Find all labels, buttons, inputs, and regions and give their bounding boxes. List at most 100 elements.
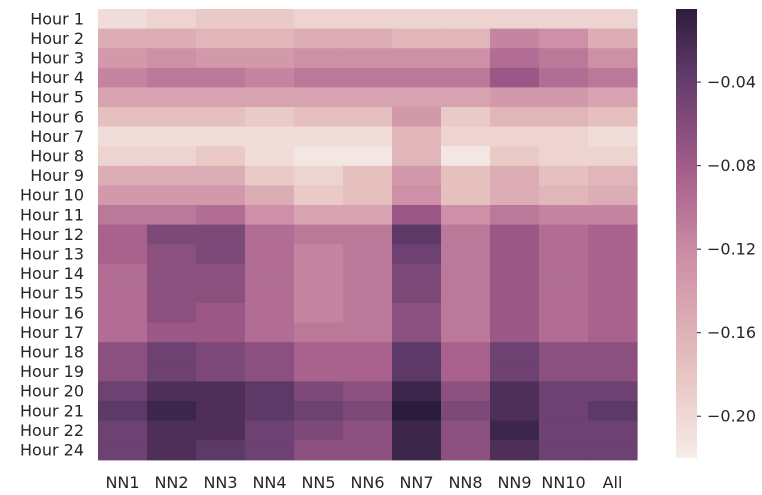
heatmap-cell xyxy=(294,28,344,49)
heatmap-cell xyxy=(294,107,344,128)
heatmap-cell xyxy=(490,48,540,69)
row-label: Hour 9 xyxy=(30,166,84,185)
heatmap-cell xyxy=(539,87,589,108)
heatmap-cell xyxy=(343,87,393,108)
heatmap-cell xyxy=(294,342,344,363)
heatmap-cell xyxy=(490,185,540,206)
heatmap-cell xyxy=(196,9,246,30)
heatmap-cell xyxy=(98,185,148,206)
row-label: Hour 1 xyxy=(30,9,84,28)
heatmap-cell xyxy=(147,361,197,382)
colorbar-tick-label: −0.04 xyxy=(707,73,756,92)
heatmap-cell xyxy=(98,283,148,304)
heatmap-cell xyxy=(147,107,197,128)
row-label: Hour 8 xyxy=(30,147,84,166)
column-label: NN4 xyxy=(252,473,286,492)
col-labels: NN1 NN2 NN3 NN4 NN5 NN6 NN7 NN8 NN9 NN10 All xyxy=(105,473,622,492)
heatmap-cell xyxy=(147,9,197,30)
row-label: Hour 4 xyxy=(30,68,84,87)
heatmap-cell xyxy=(441,67,491,88)
colorbar-tick-label: −0.08 xyxy=(707,156,756,175)
row-label: Hour 19 xyxy=(20,362,84,381)
heatmap-cell xyxy=(441,322,491,343)
heatmap-cell xyxy=(147,48,197,69)
heatmap-cell xyxy=(588,67,638,88)
heatmap-cell xyxy=(245,361,295,382)
heatmap-cell xyxy=(343,48,393,69)
heatmap-cell xyxy=(392,185,442,206)
heatmap-cell xyxy=(490,263,540,284)
row-label: Hour 2 xyxy=(30,29,84,48)
heatmap-cell xyxy=(392,107,442,128)
heatmap-cell xyxy=(294,48,344,69)
heatmap-cell xyxy=(196,244,246,265)
heatmap-cell xyxy=(392,205,442,226)
heatmap-cell xyxy=(441,87,491,108)
heatmap-cell xyxy=(196,28,246,49)
heatmap-cell xyxy=(490,126,540,147)
heatmap-cell xyxy=(245,205,295,226)
row-label: Hour 5 xyxy=(30,88,84,107)
heatmap-cell xyxy=(539,283,589,304)
heatmap-cell xyxy=(294,263,344,284)
heatmap-cell xyxy=(343,322,393,343)
heatmap-cell xyxy=(392,303,442,324)
heatmap-cell xyxy=(343,126,393,147)
heatmap-cells xyxy=(98,9,638,461)
heatmap-cell xyxy=(539,67,589,88)
heatmap-cell xyxy=(196,361,246,382)
heatmap-cell xyxy=(392,146,442,167)
row-label: Hour 7 xyxy=(30,127,84,146)
heatmap-cell xyxy=(196,401,246,422)
heatmap-cell xyxy=(343,107,393,128)
heatmap-cell xyxy=(245,342,295,363)
heatmap-cell xyxy=(147,185,197,206)
heatmap-cell xyxy=(490,107,540,128)
heatmap-cell xyxy=(490,420,540,441)
heatmap-cell xyxy=(343,185,393,206)
heatmap-cell xyxy=(490,440,540,461)
heatmap-cell xyxy=(441,165,491,186)
heatmap-cell xyxy=(588,126,638,147)
heatmap-cell xyxy=(343,165,393,186)
colorbar-tick-label: −0.12 xyxy=(707,240,756,259)
heatmap-cell xyxy=(245,165,295,186)
heatmap-cell xyxy=(147,224,197,245)
heatmap-cell xyxy=(98,401,148,422)
row-label: Hour 20 xyxy=(20,382,84,401)
heatmap-cell xyxy=(147,303,197,324)
heatmap-cell xyxy=(196,87,246,108)
heatmap-cell xyxy=(147,205,197,226)
colorbar-tick-label: −0.16 xyxy=(707,323,756,342)
heatmap-cell xyxy=(392,67,442,88)
row-label: Hour 3 xyxy=(30,49,84,68)
heatmap-cell xyxy=(147,67,197,88)
heatmap-cell xyxy=(245,440,295,461)
heatmap-cell xyxy=(588,9,638,30)
heatmap-cell xyxy=(588,401,638,422)
heatmap-cell xyxy=(98,381,148,402)
heatmap-cell xyxy=(588,283,638,304)
heatmap-cell xyxy=(490,205,540,226)
heatmap-cell xyxy=(392,165,442,186)
heatmap-cell xyxy=(98,9,148,30)
heatmap-cell xyxy=(343,224,393,245)
heatmap-cell xyxy=(539,48,589,69)
heatmap-cell xyxy=(294,67,344,88)
row-label: Hour 12 xyxy=(20,225,84,244)
heatmap-cell xyxy=(294,244,344,265)
column-label: NN10 xyxy=(541,473,585,492)
heatmap-cell xyxy=(343,205,393,226)
heatmap-cell xyxy=(539,303,589,324)
heatmap-cell xyxy=(98,28,148,49)
heatmap-cell xyxy=(196,48,246,69)
heatmap-cell xyxy=(147,244,197,265)
heatmap-cell xyxy=(196,146,246,167)
heatmap-cell xyxy=(98,87,148,108)
heatmap-cell xyxy=(245,28,295,49)
heatmap-cell xyxy=(147,342,197,363)
heatmap-cell xyxy=(98,48,148,69)
heatmap-cell xyxy=(392,126,442,147)
column-label: NN3 xyxy=(203,473,237,492)
